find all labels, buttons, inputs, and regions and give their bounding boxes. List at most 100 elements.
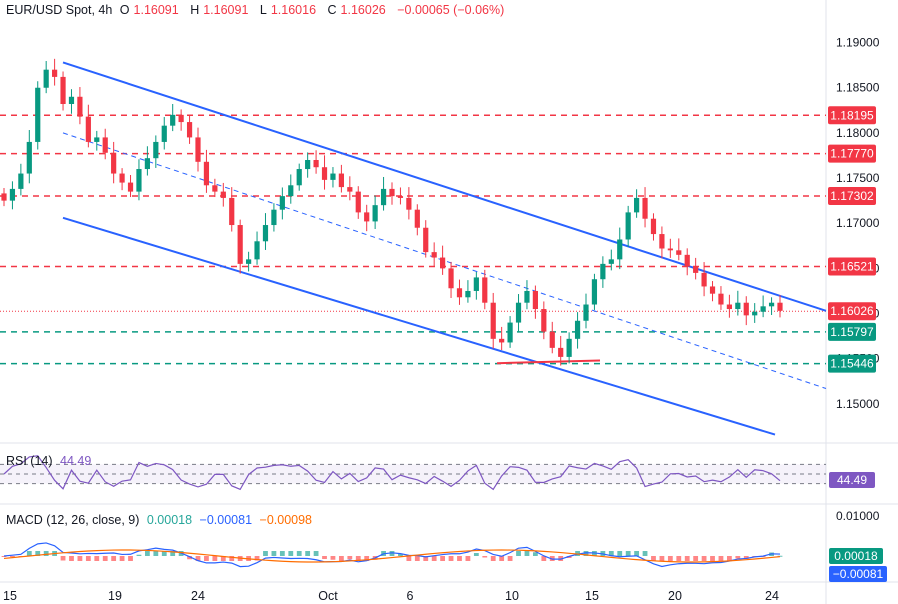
macd-histogram-bar — [448, 556, 454, 561]
macd-histogram-bar — [735, 556, 741, 559]
macd-histogram-bar — [170, 551, 176, 556]
candle-body — [499, 338, 505, 343]
macd-histogram-bar — [701, 556, 707, 561]
price-axis-tick: 1.19000 — [836, 36, 880, 50]
price-level-tag — [828, 186, 876, 205]
candle-body — [760, 306, 766, 312]
candle-body — [119, 173, 125, 183]
candle-body — [85, 116, 91, 142]
macd-histogram-bar — [136, 554, 142, 556]
macd-histogram-bar — [473, 553, 479, 556]
price-axis-tick: 1.15000 — [836, 397, 880, 411]
candle-body — [338, 173, 344, 188]
macd-histogram-bar — [220, 556, 226, 561]
macd-histogram-bar — [524, 551, 530, 556]
macd-histogram-bar — [296, 551, 302, 556]
price-level-tag-text: 1.15446 — [830, 357, 874, 371]
macd-histogram-bar — [43, 551, 49, 556]
macd-histogram-bar — [153, 551, 159, 556]
price-level-tag — [828, 257, 876, 276]
candle-body — [330, 173, 336, 180]
candle-body — [448, 268, 454, 289]
macd-line-tag: −0.00081 — [829, 566, 887, 582]
candle-body — [195, 137, 201, 162]
macd-axis-tick: 0.01000 — [836, 509, 880, 523]
price-axis-tick: 1.17000 — [836, 216, 880, 230]
candle-body — [532, 290, 538, 310]
candle-body — [52, 69, 58, 77]
macd-histogram-bar — [212, 556, 218, 561]
price-level-tag-text: 1.18195 — [830, 108, 874, 122]
double-bottom-line — [496, 359, 601, 365]
rsi-header: RSI (14) 44.49 — [6, 454, 95, 468]
candle-body — [372, 205, 378, 222]
candle-body — [313, 160, 319, 168]
candle-body — [667, 248, 673, 251]
macd-histogram-bar — [684, 556, 690, 561]
candle-body — [1, 193, 7, 201]
macd-histogram-bar — [777, 555, 783, 557]
price-level-tag-text: 1.17770 — [830, 147, 874, 161]
macd-histogram-bar — [583, 551, 589, 556]
rsi-label: RSI (14) — [6, 454, 53, 468]
candle-body — [709, 286, 716, 294]
macd-histogram-bar — [254, 556, 260, 561]
candle-body — [262, 225, 269, 242]
macd-histogram-bar — [355, 556, 361, 561]
candle-body — [642, 197, 648, 219]
macd-histogram-bar — [718, 556, 724, 561]
candle-body — [634, 197, 640, 213]
candle-body — [659, 234, 665, 249]
macd-histogram-bar — [364, 556, 370, 561]
candle-body — [364, 212, 370, 222]
macd-histogram-bar — [128, 556, 133, 561]
candle-body — [583, 304, 589, 321]
macd-line-value: −0.00081 — [199, 513, 253, 527]
macd-histogram-bar — [305, 551, 311, 556]
candle-body — [701, 272, 707, 287]
macd-histogram-bar — [490, 556, 496, 561]
price-axis-tick: 1.18500 — [836, 81, 880, 95]
candle-body — [465, 290, 471, 298]
macd-hist-value: 0.00018 — [146, 513, 193, 527]
candle-body — [693, 266, 699, 273]
macd-hist-tag: 0.00018 — [829, 548, 883, 564]
macd-histogram-bar — [69, 556, 74, 561]
candle-body — [380, 188, 387, 206]
macd-histogram-bar — [60, 556, 66, 561]
macd-histogram-bar — [414, 556, 420, 561]
candle-body — [35, 87, 41, 142]
macd-histogram-bar — [263, 551, 268, 556]
candle-body — [94, 137, 100, 142]
candle-body — [768, 302, 775, 307]
candle-body — [279, 196, 285, 210]
candle-body — [406, 197, 412, 210]
candle-body — [743, 302, 749, 316]
price-level-tag — [828, 106, 876, 125]
candle-body — [153, 141, 159, 159]
macd-histogram-bar — [516, 551, 521, 556]
x-axis-tick: 15 — [585, 589, 599, 603]
candle-body — [144, 158, 150, 170]
macd-histogram-bar — [667, 556, 673, 561]
candle-body — [507, 322, 513, 343]
x-axis-tick: 15 — [3, 589, 17, 603]
macd-histogram-bar — [330, 556, 336, 560]
candle-body — [752, 311, 758, 316]
candle-body — [524, 290, 530, 303]
candle-body — [18, 173, 24, 189]
macd-histogram-bar — [693, 556, 699, 561]
candle-body — [591, 279, 598, 305]
macd-histogram-bar — [35, 551, 41, 556]
macd-histogram-bar — [322, 556, 327, 559]
macd-histogram-bar — [161, 551, 167, 556]
high-value: 1.16091 — [203, 3, 249, 17]
macd-histogram-bar — [617, 551, 623, 556]
candle-body — [456, 288, 463, 298]
open-label: O — [119, 3, 130, 17]
price-level-tag — [828, 322, 876, 341]
macd-histogram-bar — [26, 551, 32, 556]
low-label: L — [259, 3, 267, 17]
macd-histogram-bar — [499, 556, 505, 561]
